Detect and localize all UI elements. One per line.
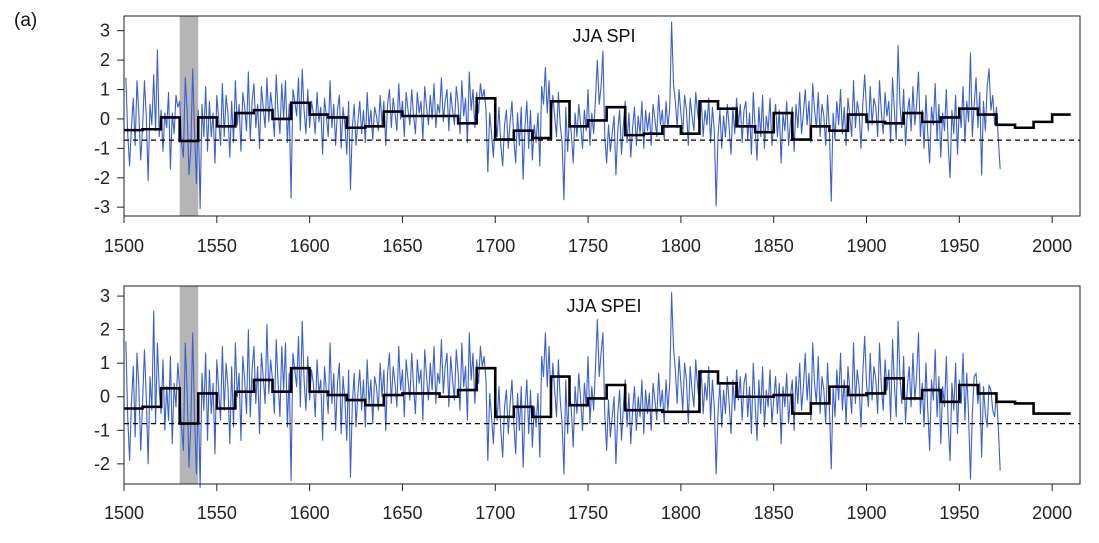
x-tick-label: 1700 [475, 503, 515, 523]
x-tick-label: 1550 [197, 503, 237, 523]
x-tick-label: 1500 [104, 503, 144, 523]
x-tick-label: 1750 [568, 236, 608, 256]
x-tick-label: 1800 [661, 503, 701, 523]
x-tick-label: 2000 [1032, 503, 1072, 523]
y-tick-label: -2 [94, 454, 110, 474]
y-tick-label: 0 [100, 109, 110, 129]
x-tick-label: 1700 [475, 236, 515, 256]
x-tick-label: 1850 [754, 503, 794, 523]
y-tick-label: 1 [100, 80, 110, 100]
y-tick-label: 0 [100, 387, 110, 407]
highlight-band [179, 16, 199, 216]
chart-title: JJA SPI [572, 26, 635, 46]
y-tick-label: -3 [94, 197, 110, 217]
x-tick-label: 1750 [568, 503, 608, 523]
x-tick-label: 1600 [290, 236, 330, 256]
y-tick-label: 2 [100, 320, 110, 340]
x-tick-label: 1600 [290, 503, 330, 523]
plot-frame [123, 285, 1081, 485]
y-tick-label: 1 [100, 353, 110, 373]
x-tick-label: 1900 [847, 503, 887, 523]
y-tick-label: -1 [94, 420, 110, 440]
y-tick-label: 3 [100, 286, 110, 306]
x-tick-label: 1650 [382, 503, 422, 523]
x-tick-label: 1550 [197, 236, 237, 256]
x-tick-label: 1950 [939, 503, 979, 523]
panel-label: (a) [14, 10, 38, 31]
annual-series-line [125, 21, 1001, 210]
decadal-step-line [124, 97, 1071, 143]
x-tick-label: 1850 [754, 236, 794, 256]
annual-series-line [125, 292, 1001, 488]
x-tick-label: 1500 [104, 236, 144, 256]
x-tick-label: 1650 [382, 236, 422, 256]
y-tick-label: 3 [100, 21, 110, 41]
chart-panel-2: -2 -1 0 1 2 3 1500 1550 1600 1650 1700 1750 1800 1850… [94, 285, 1081, 523]
x-tick-label: 2000 [1032, 236, 1072, 256]
decadal-step-line [124, 366, 1071, 425]
chart-panel-1: -3 -2 -1 0 1 2 3 1500 1550 1600 1650 1700 1750 1800 18… [94, 15, 1081, 256]
highlight-band [179, 286, 199, 484]
y-tick-label: -2 [94, 168, 110, 188]
y-tick-label: 2 [100, 50, 110, 70]
chart-title: JJA SPEI [566, 296, 641, 316]
x-tick-label: 1900 [847, 236, 887, 256]
x-tick-label: 1800 [661, 236, 701, 256]
y-tick-label: -1 [94, 138, 110, 158]
x-tick-label: 1950 [939, 236, 979, 256]
plot-frame [123, 15, 1081, 217]
